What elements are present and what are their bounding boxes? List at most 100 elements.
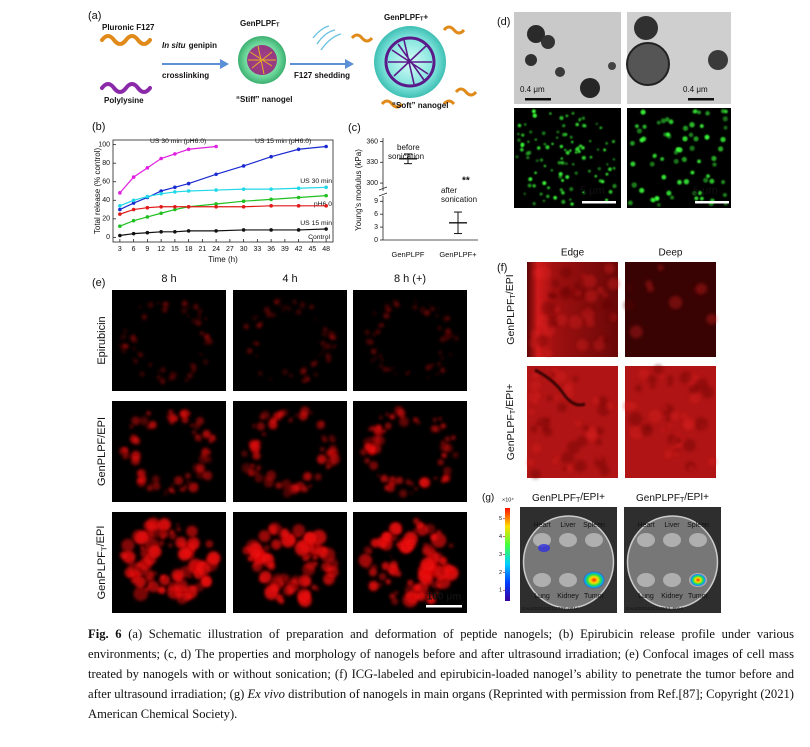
red-signal	[168, 543, 173, 548]
red-signal	[190, 423, 194, 427]
red-signal	[414, 487, 418, 491]
red-signal	[178, 487, 183, 492]
red-signal	[432, 417, 437, 422]
red-signal	[187, 315, 190, 318]
red-signal	[193, 304, 199, 310]
fluorescence-image	[514, 108, 621, 208]
texture	[536, 425, 543, 432]
green-dot	[631, 182, 638, 188]
red-signal	[139, 371, 145, 377]
x-tick-label: 12	[157, 246, 165, 253]
texture	[595, 438, 603, 446]
red-signal	[440, 367, 446, 373]
green-dot	[558, 171, 563, 177]
x-axis-label: Time (h)	[208, 255, 238, 264]
panel-d-art	[514, 12, 731, 208]
texture	[607, 277, 620, 290]
data-point	[296, 228, 301, 232]
texture	[555, 454, 560, 460]
red-signal	[405, 372, 409, 376]
texture	[626, 284, 633, 292]
red-signal	[175, 536, 187, 549]
green-dot	[722, 192, 727, 198]
texture	[657, 264, 664, 271]
text-part: GenPLPF	[96, 551, 108, 600]
texture	[526, 458, 535, 466]
red-signal	[171, 483, 175, 487]
texture	[695, 283, 707, 295]
red-signal	[153, 571, 158, 576]
red-signal	[163, 532, 169, 538]
red-signal	[131, 434, 134, 437]
red-signal	[275, 482, 282, 489]
red-signal	[363, 546, 372, 554]
red-signal	[286, 534, 296, 544]
red-signal	[186, 480, 191, 485]
red-signal	[368, 568, 378, 577]
red-signal	[303, 472, 312, 481]
red-signal	[442, 475, 449, 481]
y-tick-label: 20	[102, 216, 110, 223]
row-label: GenPLPF/EPI	[96, 417, 108, 486]
red-signal	[179, 410, 186, 417]
organ-label: Heart	[637, 522, 654, 529]
texture	[574, 459, 587, 473]
green-dot	[535, 159, 539, 163]
red-signal	[259, 570, 272, 584]
panel-label: (g)	[482, 493, 494, 504]
green-dot	[663, 132, 668, 137]
texture	[583, 274, 597, 288]
text-part: GenPLPF	[532, 493, 576, 504]
green-dot	[661, 174, 667, 180]
texture	[604, 263, 615, 274]
red-signal	[321, 343, 328, 350]
red-signal	[421, 306, 425, 310]
data-point	[214, 204, 218, 209]
red-signal	[435, 565, 449, 580]
green-dot	[559, 144, 564, 149]
red-signal	[370, 425, 376, 432]
data-point	[159, 156, 163, 161]
green-dot	[515, 155, 519, 159]
texture	[566, 466, 573, 473]
data-point	[159, 204, 163, 209]
data-point	[269, 187, 273, 191]
x-tick-label: 45	[308, 246, 316, 253]
organ-label: Tumor	[688, 593, 709, 600]
red-signal	[434, 591, 440, 596]
y-tick-label: 0	[374, 237, 378, 244]
green-dot	[565, 114, 569, 118]
red-signal	[254, 473, 264, 483]
texture	[662, 405, 668, 411]
green-dot	[721, 180, 726, 184]
colorbar-tick-label: 3	[499, 552, 502, 558]
data-point	[296, 147, 301, 152]
green-dot	[597, 167, 601, 171]
particle	[541, 35, 555, 49]
green-dot	[536, 146, 541, 150]
red-signal	[316, 454, 327, 465]
red-signal	[195, 319, 202, 326]
red-signal	[328, 434, 336, 443]
red-signal	[313, 318, 317, 321]
data-point	[118, 204, 122, 208]
green-dot	[556, 130, 560, 134]
data-point	[269, 204, 273, 208]
red-signal	[303, 531, 317, 545]
texture	[650, 384, 656, 389]
red-signal	[398, 416, 409, 427]
row-label: Epirubicin	[96, 316, 108, 364]
data-point	[269, 154, 273, 159]
data-point	[145, 194, 150, 199]
texture	[543, 427, 553, 437]
texture	[604, 337, 611, 344]
colorbar-tick-label: 1	[499, 588, 502, 594]
green-dot	[542, 181, 547, 186]
green-dot	[560, 190, 564, 194]
column-header: 8 h (+)	[394, 273, 426, 285]
red-signal	[364, 443, 371, 450]
red-signal	[378, 582, 383, 588]
series-line	[119, 205, 327, 215]
red-signal	[449, 353, 452, 356]
red-signal	[413, 517, 420, 525]
